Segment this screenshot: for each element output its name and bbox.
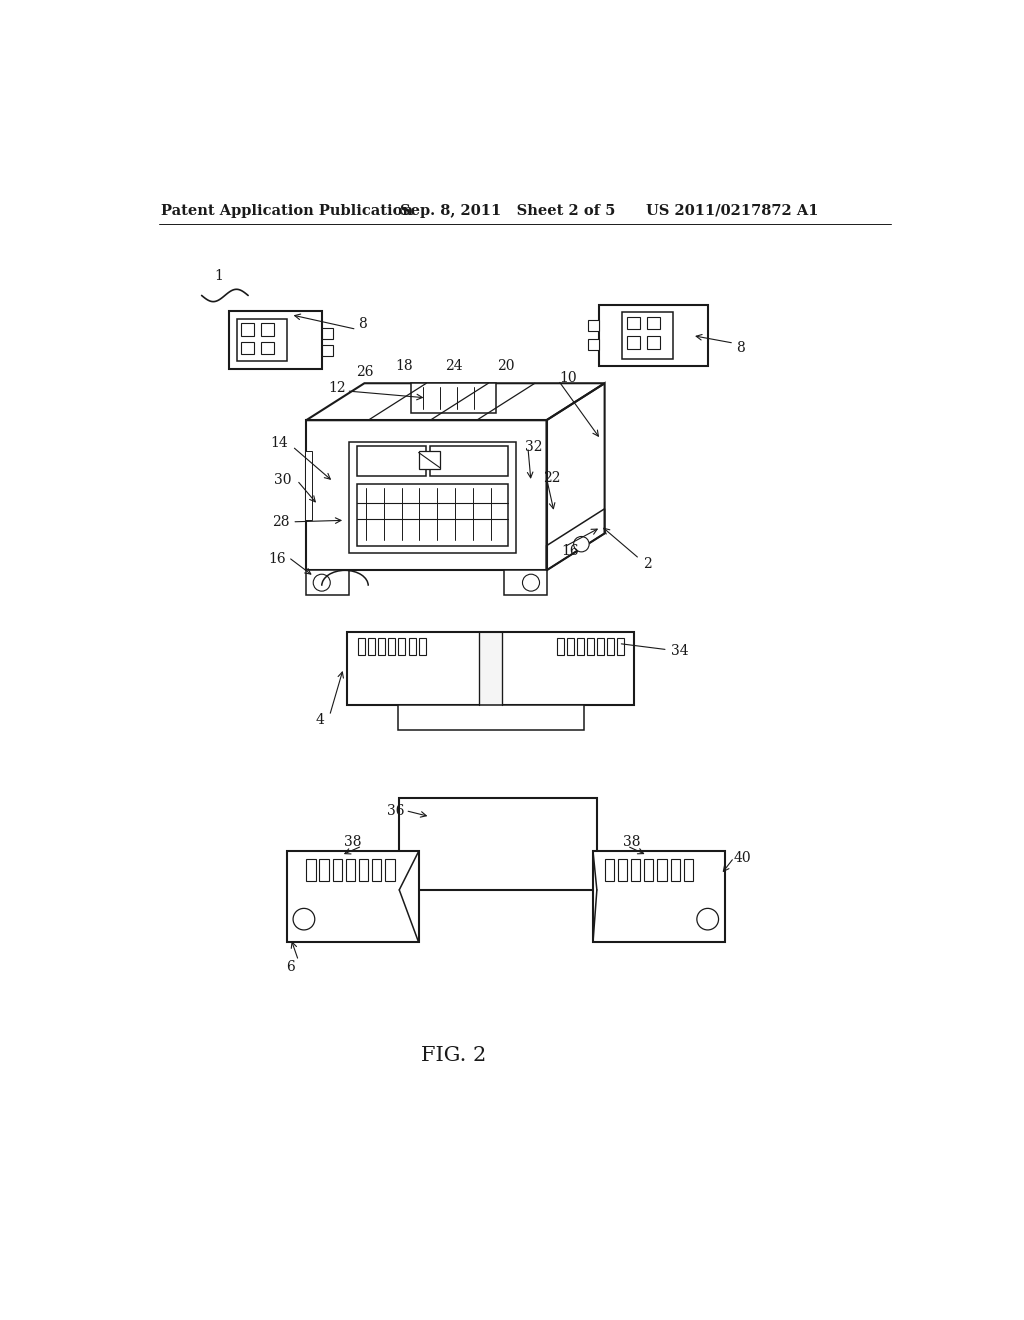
Circle shape bbox=[697, 908, 719, 929]
Text: 6: 6 bbox=[287, 960, 295, 974]
Bar bbox=[589, 321, 599, 331]
Bar bbox=[577, 638, 584, 655]
Text: 4: 4 bbox=[315, 714, 325, 727]
Bar bbox=[644, 859, 653, 880]
Bar bbox=[631, 859, 640, 880]
Text: 16: 16 bbox=[561, 544, 579, 558]
Bar bbox=[369, 638, 375, 655]
Text: 34: 34 bbox=[622, 644, 688, 659]
Text: 10: 10 bbox=[559, 371, 577, 385]
Text: 14: 14 bbox=[270, 437, 288, 450]
Bar bbox=[627, 335, 640, 350]
Bar bbox=[479, 632, 503, 705]
Text: FIG. 2: FIG. 2 bbox=[421, 1045, 486, 1065]
Text: 1: 1 bbox=[214, 269, 223, 284]
Circle shape bbox=[313, 574, 331, 591]
Text: 8: 8 bbox=[357, 317, 367, 331]
Bar bbox=[358, 638, 366, 655]
Bar bbox=[607, 638, 614, 655]
Bar bbox=[349, 442, 515, 553]
Bar bbox=[647, 335, 659, 350]
Bar bbox=[398, 638, 406, 655]
Bar bbox=[347, 632, 634, 705]
Bar bbox=[411, 383, 496, 412]
Bar bbox=[356, 484, 508, 545]
Text: 28: 28 bbox=[272, 515, 290, 529]
Text: 12: 12 bbox=[329, 381, 346, 395]
Text: 20: 20 bbox=[497, 359, 514, 374]
Bar bbox=[333, 859, 342, 880]
Bar bbox=[287, 851, 419, 942]
Bar bbox=[671, 859, 680, 880]
Bar bbox=[419, 451, 440, 470]
Text: 32: 32 bbox=[524, 440, 542, 454]
Bar bbox=[593, 851, 725, 942]
Text: 8: 8 bbox=[736, 341, 744, 355]
Bar bbox=[241, 342, 254, 354]
Text: 2: 2 bbox=[643, 557, 651, 572]
Text: 22: 22 bbox=[543, 471, 561, 484]
Circle shape bbox=[522, 574, 540, 591]
Bar bbox=[378, 638, 385, 655]
Bar bbox=[597, 638, 604, 655]
Bar bbox=[419, 638, 426, 655]
Text: 36: 36 bbox=[387, 804, 404, 817]
Bar bbox=[397, 705, 584, 730]
Bar bbox=[430, 446, 508, 477]
Text: 24: 24 bbox=[444, 359, 462, 374]
Circle shape bbox=[293, 908, 314, 929]
Bar bbox=[557, 638, 563, 655]
Bar bbox=[617, 859, 627, 880]
Bar bbox=[237, 318, 287, 360]
Bar bbox=[322, 345, 333, 355]
Circle shape bbox=[573, 536, 589, 552]
Text: 18: 18 bbox=[395, 359, 413, 374]
Text: US 2011/0217872 A1: US 2011/0217872 A1 bbox=[646, 203, 819, 218]
Bar bbox=[589, 339, 599, 350]
Text: 40: 40 bbox=[734, 850, 752, 865]
Bar bbox=[587, 638, 594, 655]
Bar bbox=[617, 638, 624, 655]
Bar bbox=[372, 859, 381, 880]
Text: 30: 30 bbox=[274, 474, 292, 487]
Text: 38: 38 bbox=[623, 836, 640, 849]
Bar bbox=[388, 638, 395, 655]
Bar bbox=[409, 638, 416, 655]
Text: Sep. 8, 2011   Sheet 2 of 5: Sep. 8, 2011 Sheet 2 of 5 bbox=[400, 203, 615, 218]
Bar bbox=[261, 342, 273, 354]
Text: 26: 26 bbox=[355, 364, 373, 379]
Bar bbox=[241, 323, 254, 335]
Bar bbox=[657, 859, 667, 880]
Bar bbox=[385, 859, 394, 880]
Bar bbox=[306, 859, 315, 880]
Bar bbox=[322, 327, 333, 339]
Bar bbox=[399, 797, 597, 890]
Bar bbox=[604, 859, 614, 880]
Bar bbox=[566, 638, 573, 655]
Bar bbox=[599, 305, 708, 367]
Bar bbox=[504, 570, 547, 595]
Text: Patent Application Publication: Patent Application Publication bbox=[161, 203, 413, 218]
Bar bbox=[627, 317, 640, 330]
Bar bbox=[623, 313, 673, 359]
Bar bbox=[356, 446, 426, 477]
Text: 38: 38 bbox=[344, 836, 361, 849]
Bar bbox=[306, 420, 547, 570]
Bar bbox=[647, 317, 659, 330]
Bar bbox=[261, 323, 273, 335]
Bar bbox=[305, 451, 312, 520]
Bar bbox=[306, 570, 349, 595]
Bar bbox=[346, 859, 355, 880]
Bar bbox=[359, 859, 369, 880]
Bar bbox=[228, 312, 322, 368]
Bar bbox=[684, 859, 693, 880]
Text: 16: 16 bbox=[268, 552, 286, 566]
Bar bbox=[319, 859, 329, 880]
